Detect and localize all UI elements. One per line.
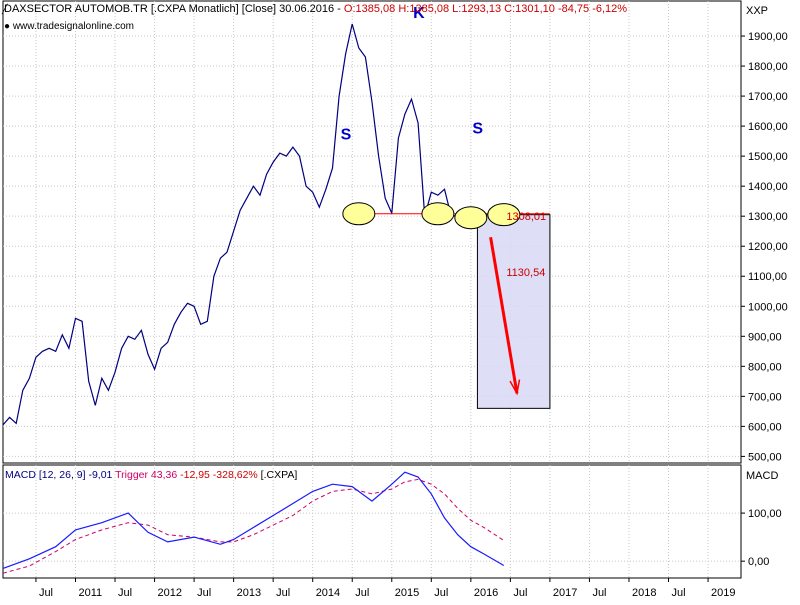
price-panel-frame: [2, 0, 742, 464]
x-tick-label: Jul: [276, 587, 290, 599]
macd-y-tick-label: 0,00: [748, 556, 769, 568]
x-tick-label: 2011: [78, 587, 102, 599]
x-tick-label: Jul: [592, 587, 606, 599]
header-source: ● www.tradesignalonline.com: [4, 21, 134, 32]
x-tick-label: Jul: [355, 587, 369, 599]
price-y-tick-label: 1700,00: [748, 91, 788, 103]
x-tick-label: 2016: [474, 587, 498, 599]
macd-header-trigger: Trigger 43,36: [115, 469, 181, 481]
price-y-tick-label: 1200,00: [748, 241, 788, 253]
macd-series-line: [2, 471, 505, 569]
pattern-marker: [454, 206, 488, 230]
x-tick-label: 2014: [316, 587, 340, 599]
x-tick-label: Jul: [197, 587, 211, 599]
macd-header-diff: -12,95 -328,62%: [180, 469, 261, 481]
x-tick-label: 2012: [158, 587, 182, 599]
price-y-tick-label: 500,00: [748, 451, 782, 463]
pattern-letter: K: [413, 5, 425, 22]
x-tick-label: 2015: [395, 587, 419, 599]
x-tick-label: Jul: [672, 587, 686, 599]
chart-header: DAXSECTOR AUTOMOB.TR [.CXPA Monatlich] […: [4, 3, 627, 15]
trigger-series-line: [2, 478, 505, 574]
target-arrow-head: [509, 379, 521, 396]
macd-header: MACD [12, 26, 9] -9,01 Trigger 43,36 -12…: [5, 469, 297, 481]
header-source-text: www.tradesignalonline.com: [12, 21, 134, 32]
price-y-tick-label: 1100,00: [748, 271, 787, 283]
x-tick-label: Jul: [513, 587, 527, 599]
macd-header-main: MACD [12, 26, 9] -9,01: [5, 469, 116, 481]
price-y-tick-label: 1500,00: [748, 151, 788, 163]
header-instrument: DAXSECTOR AUTOMOB.TR [.CXPA Monatlich] […: [4, 3, 344, 15]
macd-header-symbol: [.CXPA]: [260, 469, 298, 481]
price-y-tick-label: 1900,00: [748, 31, 788, 43]
macd-panel-frame: [2, 464, 742, 579]
price-annotation: 1130,54: [506, 267, 545, 279]
x-tick-label: Jul: [434, 587, 448, 599]
x-tick-label: 2018: [632, 587, 656, 599]
price-y-tick-label: 1800,00: [748, 61, 788, 73]
price-y-tick-label: 1400,00: [748, 181, 788, 193]
draw-tool-icon: ╱: [1, 3, 8, 15]
target-arrow-line: [489, 236, 519, 394]
pattern-letter: S: [472, 121, 483, 138]
pattern-marker: [487, 203, 521, 227]
pattern-letter: S: [341, 127, 352, 144]
x-tick-label: 2019: [711, 587, 735, 599]
price-y-tick-label: 700,00: [748, 391, 782, 403]
price-y-tick-label: 800,00: [748, 361, 782, 373]
price-y-tick-label: 1300,00: [748, 211, 788, 223]
x-tick-label: 2013: [237, 587, 261, 599]
source-icon: ●: [4, 21, 11, 32]
price-y-tick-label: 900,00: [748, 331, 782, 343]
macd-axis-label: MACD: [746, 470, 779, 482]
price-series-line: [2, 23, 458, 426]
header-symbol: XXP: [746, 5, 769, 17]
x-tick-label: 2017: [553, 587, 577, 599]
price-annotation: 1308,01: [506, 211, 546, 223]
macd-y-tick-label: 100,00: [748, 508, 782, 520]
x-tick-label: Jul: [118, 587, 132, 599]
pattern-marker: [421, 202, 455, 226]
price-y-tick-label: 1600,00: [748, 121, 788, 133]
price-y-tick-label: 600,00: [748, 421, 782, 433]
header-ohlc: O:1385,08 H:1385,08 L:1293,13 C:1301,10 …: [343, 3, 628, 15]
pattern-marker: [342, 202, 376, 226]
x-tick-label: Jul: [39, 587, 53, 599]
price-y-tick-label: 1000,00: [748, 301, 788, 313]
